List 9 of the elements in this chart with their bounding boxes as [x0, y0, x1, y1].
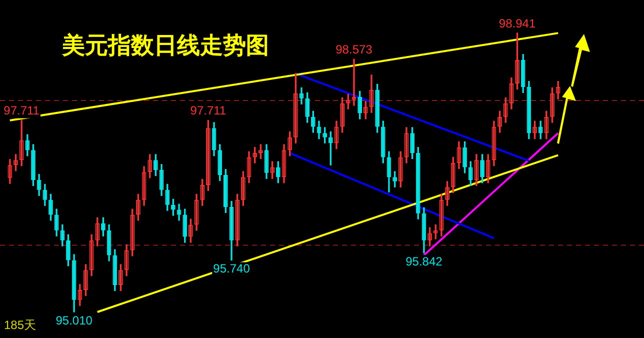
- text: 95.010: [56, 313, 92, 328]
- text: 97.711: [190, 104, 226, 118]
- chart-title: 美元指数日线走势图: [62, 32, 269, 61]
- text: 98.941: [498, 16, 536, 30]
- text: 97.711: [4, 104, 40, 118]
- text: 95.740: [213, 262, 250, 276]
- text: 95.842: [406, 254, 442, 268]
- text: 98.573: [336, 42, 372, 56]
- text: 185天: [4, 318, 36, 332]
